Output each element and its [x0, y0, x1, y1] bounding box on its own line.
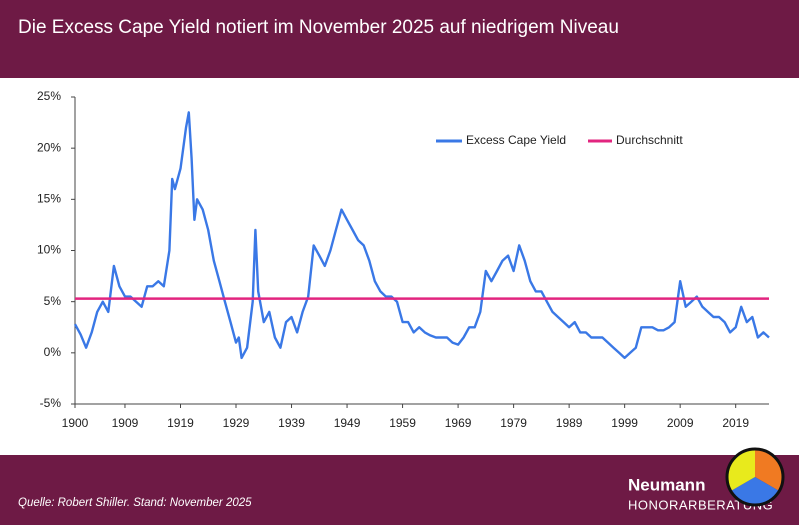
- footer-band: [0, 455, 799, 525]
- y-tick-label: 0%: [44, 345, 62, 359]
- x-tick-label: 1919: [167, 416, 194, 430]
- y-tick-label: 15%: [37, 192, 61, 206]
- x-tick-label: 1969: [445, 416, 472, 430]
- y-tick-label: 20%: [37, 140, 61, 154]
- logo-tagline: HONORARBERATUNG: [628, 497, 773, 512]
- y-tick-label: -5%: [40, 396, 62, 410]
- x-tick-label: 1900: [62, 416, 89, 430]
- logo-icon: [725, 447, 785, 507]
- chart-title: Die Excess Cape Yield notiert im Novembe…: [18, 17, 619, 38]
- y-tick-label: 5%: [44, 294, 62, 308]
- x-tick-label: 1929: [223, 416, 250, 430]
- x-tick-label: 1979: [500, 416, 527, 430]
- x-tick-label: 2009: [667, 416, 694, 430]
- x-tick-label: 1989: [556, 416, 583, 430]
- x-tick-label: 1939: [278, 416, 305, 430]
- x-tick-label: 1909: [112, 416, 139, 430]
- legend-label: Durchschnitt: [616, 133, 683, 147]
- legend-label: Excess Cape Yield: [466, 133, 566, 147]
- header-band: [0, 0, 799, 78]
- y-tick-label: 25%: [37, 89, 61, 103]
- logo-name: Neumann: [628, 475, 705, 494]
- source-note: Quelle: Robert Shiller. Stand: November …: [18, 497, 252, 509]
- data-line: [73, 111, 770, 360]
- x-tick-label: 1949: [334, 416, 361, 430]
- y-tick-label: 10%: [37, 243, 61, 257]
- x-tick-label: 1999: [611, 416, 638, 430]
- x-tick-label: 2019: [722, 416, 749, 430]
- x-tick-label: 1959: [389, 416, 416, 430]
